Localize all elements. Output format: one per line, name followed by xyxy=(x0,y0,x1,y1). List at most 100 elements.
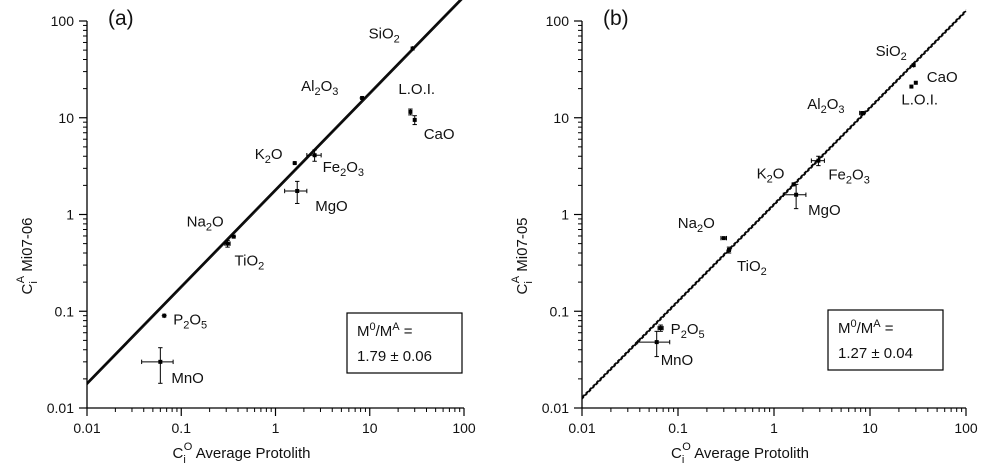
panel-b: 0.01 0.1 1 10 100 0.01 0.1 1 10 100 SiO2 CaO L.O.I. A… xyxy=(510,7,978,466)
point-label: P2O5 xyxy=(671,321,705,341)
point-marker xyxy=(909,84,914,89)
point-marker xyxy=(225,241,230,246)
point-label: Na2O xyxy=(187,214,224,234)
data-point: TiO2 xyxy=(224,239,265,273)
point-marker xyxy=(162,313,167,318)
y-tick-label: 100 xyxy=(546,13,570,29)
point-label: CaO xyxy=(424,126,455,143)
point-label: MgO xyxy=(315,198,348,215)
data-point: MnO xyxy=(637,330,694,369)
y-axis-title: CiA Mi07-05 xyxy=(510,218,535,295)
x-tick-label: 0.01 xyxy=(568,420,595,436)
isocon-band-upper xyxy=(87,0,460,383)
x-tick-label: 100 xyxy=(954,420,978,436)
point-marker xyxy=(231,234,236,239)
point-label: Fe2O3 xyxy=(323,159,364,179)
isocon-line-group xyxy=(582,9,967,400)
data-point: MnO xyxy=(141,347,204,387)
isocon-line xyxy=(87,0,462,384)
data-point: K2O xyxy=(757,165,796,187)
data-point: Na2O xyxy=(187,214,236,239)
point-label: Al2O3 xyxy=(807,96,844,116)
data-point: CaO xyxy=(412,115,455,143)
panel-label: (a) xyxy=(108,7,134,30)
annotation-line2: 1.79 ± 0.06 xyxy=(357,348,432,365)
y-tick-label: 100 xyxy=(51,13,75,29)
point-marker xyxy=(410,46,415,51)
y-tick-label: 10 xyxy=(58,110,74,126)
point-marker xyxy=(727,247,732,252)
point-label: MnO xyxy=(661,352,694,369)
data-point: Fe2O3 xyxy=(810,155,870,187)
point-label: MgO xyxy=(808,202,841,219)
point-label: L.O.I. xyxy=(398,81,435,98)
y-tick-label: 0.1 xyxy=(55,303,75,319)
annotation-line1: M0/MA = xyxy=(357,321,413,340)
y-tick-label: 1 xyxy=(561,207,569,223)
x-tick-label: 0.1 xyxy=(668,420,688,436)
point-marker xyxy=(292,161,297,166)
isocon-band-upper xyxy=(582,9,967,397)
data-point: TiO2 xyxy=(726,246,767,278)
isocon-line xyxy=(582,10,967,399)
data-point: L.O.I. xyxy=(398,81,435,116)
isocon-band-lower xyxy=(582,12,967,400)
data-point: K2O xyxy=(255,146,297,166)
x-tick-label: 10 xyxy=(862,420,878,436)
point-marker xyxy=(412,117,417,122)
y-tick-label: 0.01 xyxy=(47,400,74,416)
point-marker xyxy=(408,109,413,114)
isocon-line-group xyxy=(87,0,463,386)
annotation-line2: 1.27 ± 0.04 xyxy=(838,345,913,362)
y-axis-title-text: CiA Mi07-05 xyxy=(510,218,535,295)
x-axis-title: CiO Average Protolith xyxy=(671,441,809,466)
annotation-box: M0/MA = 1.27 ± 0.04 xyxy=(827,309,944,371)
panel-a: 0.01 0.1 1 10 100 0.01 0.1 1 10 100 SiO2 Al2O3 L.O.I… xyxy=(15,0,476,466)
point-label: Al2O3 xyxy=(301,78,338,98)
data-point: Na2O xyxy=(678,215,727,241)
point-marker xyxy=(816,158,821,163)
x-tick-label: 0.01 xyxy=(73,420,100,436)
point-label: MnO xyxy=(171,370,204,387)
y-axis-title: CiA Mi07-06 xyxy=(15,218,40,295)
point-marker xyxy=(911,63,916,68)
point-label: TiO2 xyxy=(235,253,265,273)
annotation-box: M0/MA = 1.79 ± 0.06 xyxy=(346,312,463,374)
data-point: SiO2 xyxy=(369,25,415,51)
data-point: P2O5 xyxy=(657,321,705,341)
data-point: CaO xyxy=(913,69,958,86)
point-label: P2O5 xyxy=(173,312,207,332)
point-label: K2O xyxy=(757,165,785,185)
point-marker xyxy=(794,192,799,197)
x-tick-label: 1 xyxy=(272,420,280,436)
x-tick-label: 100 xyxy=(452,420,476,436)
point-label: K2O xyxy=(255,146,283,166)
point-marker xyxy=(658,326,663,331)
annotation-line1: M0/MA = xyxy=(838,318,894,337)
isocon-band-lower xyxy=(87,0,463,386)
point-label: Na2O xyxy=(678,215,715,235)
annotation-frame xyxy=(346,312,463,374)
x-tick-label: 0.1 xyxy=(172,420,192,436)
y-tick-label: 1 xyxy=(66,207,74,223)
point-label: SiO2 xyxy=(876,43,907,63)
y-axis-title-text: CiA Mi07-06 xyxy=(15,218,40,295)
point-marker xyxy=(158,359,163,364)
point-label: SiO2 xyxy=(369,25,400,45)
annotation-frame xyxy=(827,309,944,371)
data-point: P2O5 xyxy=(161,312,207,332)
data-point: L.O.I. xyxy=(901,84,938,109)
point-label: L.O.I. xyxy=(901,92,938,109)
point-marker xyxy=(312,153,317,158)
y-tick-label: 0.1 xyxy=(550,303,570,319)
point-marker xyxy=(360,96,365,101)
y-tick-label: 0.01 xyxy=(542,400,569,416)
point-label: Fe2O3 xyxy=(828,167,869,187)
x-tick-label: 10 xyxy=(362,420,378,436)
point-marker xyxy=(654,340,659,345)
point-marker xyxy=(860,110,865,115)
point-label: CaO xyxy=(927,69,958,86)
point-marker xyxy=(721,236,726,241)
panel-label: (b) xyxy=(603,7,629,30)
point-marker xyxy=(913,80,918,85)
